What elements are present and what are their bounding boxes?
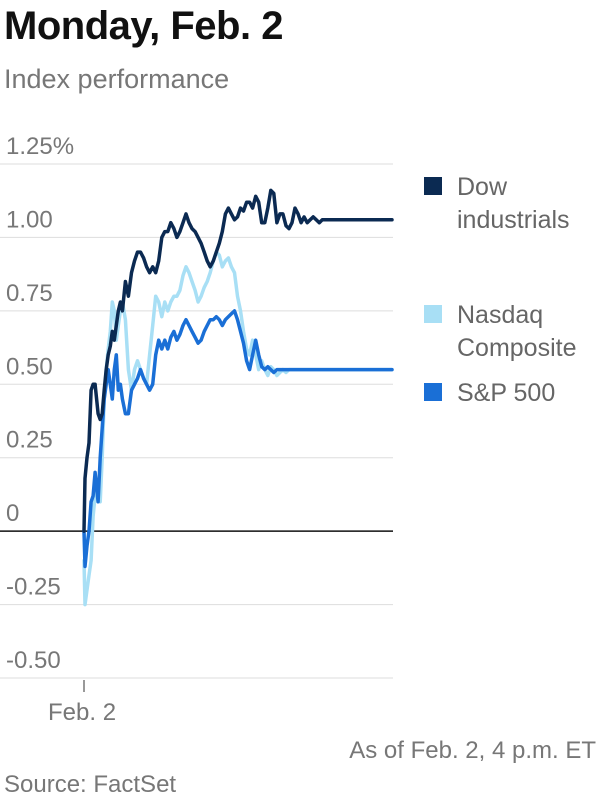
y-tick-label: 0 — [6, 500, 19, 527]
y-tick-label: -0.25 — [6, 574, 61, 601]
series-line-nasdaq-composite — [82, 250, 394, 607]
legend-swatch — [424, 177, 442, 195]
y-tick-label: 0.50 — [6, 353, 53, 380]
source-note: Source: FactSet — [4, 771, 177, 798]
page-subtitle: Index performance — [4, 64, 230, 94]
page-title: Monday, Feb. 2 — [4, 4, 283, 48]
line-chart: 1.25% 1.00 0.75 0.50 0.25 0 -0.25 -0.50 Feb. 2 Do… — [0, 133, 577, 726]
x-tick-label: Feb. 2 — [48, 699, 116, 726]
series-line-s-p-500 — [82, 309, 394, 569]
legend-swatch — [424, 383, 442, 401]
legend-swatch — [424, 305, 442, 323]
y-tick-label: -0.50 — [6, 647, 61, 674]
y-tick-label: 1.25% — [6, 133, 74, 160]
legend-label: Nasdaq Composite — [457, 301, 577, 362]
series-line-dow-industrials — [82, 188, 394, 533]
legend-label: S&P 500 — [457, 379, 555, 407]
y-tick-label: 1.00 — [6, 206, 53, 233]
y-tick-label: 0.25 — [6, 427, 53, 454]
as-of-note: As of Feb. 2, 4 p.m. ET — [349, 737, 596, 764]
legend-label: Dow industrials — [457, 173, 570, 234]
y-tick-label: 0.75 — [6, 280, 53, 307]
